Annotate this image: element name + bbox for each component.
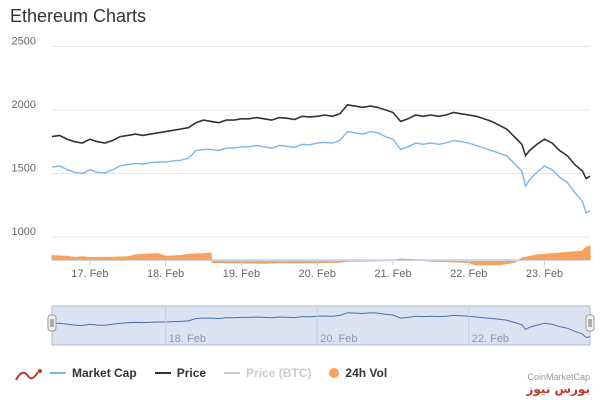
y-tick-label: 2500	[12, 35, 36, 47]
x-tick-label: 18. Feb	[147, 268, 184, 280]
navigator-selection[interactable]	[51, 305, 591, 346]
legend-swatch-icon	[329, 368, 340, 378]
x-tick-label: 19. Feb	[223, 268, 260, 280]
chart-legend: Market Cap Price Price (BTC) 24h Vol	[50, 366, 405, 380]
legend-swatch-icon	[154, 372, 171, 374]
navigator-left-handle[interactable]	[47, 314, 57, 332]
series-24h-vol-area[interactable]	[51, 245, 591, 266]
legend-item-price[interactable]: Price	[154, 366, 207, 380]
legend-label: Price (BTC)	[246, 366, 312, 380]
x-tick-label: 22. Feb	[450, 268, 487, 280]
y-tick-label: 1000	[12, 226, 36, 238]
x-tick-label: 23. Feb	[526, 268, 563, 280]
navigator-tick-label: 22. Feb	[472, 333, 509, 345]
legend-swatch-icon	[224, 372, 241, 374]
legend-item-24h-vol[interactable]: 24h Vol	[329, 366, 387, 380]
legend-item-market-cap[interactable]: Market Cap	[50, 366, 137, 380]
watermark-text: بورس نیوز	[526, 382, 590, 396]
legend-swatch-icon	[50, 372, 66, 374]
navigator-tick-label: 20. Feb	[320, 333, 357, 345]
navigator-tick-label: 18. Feb	[169, 333, 206, 345]
series-market-cap-line[interactable]	[51, 130, 591, 214]
legend-label: Price	[176, 366, 207, 380]
chart-credit[interactable]: CoinMarketCap	[527, 372, 590, 382]
legend-label: Market Cap	[72, 366, 137, 380]
x-tick-label: 17. Feb	[71, 268, 108, 280]
x-tick-label: 21. Feb	[374, 268, 411, 280]
y-tick-label: 1500	[12, 163, 36, 175]
navigator-right-handle[interactable]	[585, 314, 595, 332]
watermark-logo-icon	[15, 369, 42, 381]
navigator-line	[51, 312, 591, 339]
x-tick-label: 20. Feb	[299, 268, 336, 280]
legend-label: 24h Vol	[345, 366, 388, 380]
series-price-line[interactable]	[51, 104, 591, 180]
chart-title: Ethereum Charts	[10, 6, 147, 26]
y-tick-label: 2000	[12, 99, 36, 111]
legend-item-price-btc[interactable]: Price (BTC)	[224, 366, 311, 380]
